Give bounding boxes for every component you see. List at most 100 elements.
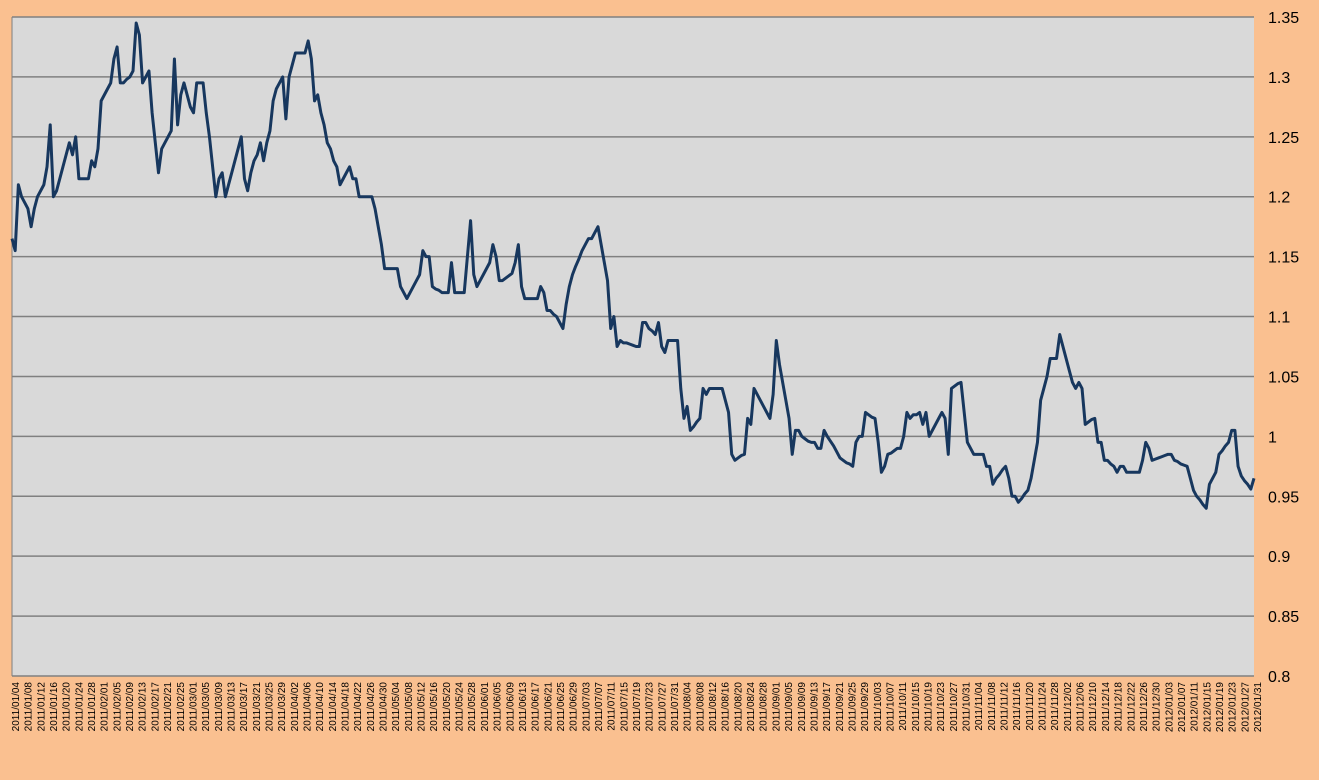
x-tick-label: 2011/07/27 [657,682,668,732]
x-tick-label: 2011/03/25 [264,682,275,732]
x-tick-label: 2011/03/13 [226,682,237,732]
x-tick-label: 2011/03/05 [201,682,212,732]
x-tick-label: 2011/07/31 [670,682,681,732]
x-tick-label: 2011/12/06 [1076,682,1087,732]
x-tick-label: 2011/10/27 [949,682,960,732]
x-tick-label: 2011/10/23 [936,682,947,732]
x-tick-label: 2012/01/15 [1202,682,1213,732]
x-tick-label: 2011/12/18 [1114,682,1125,732]
x-tick-label: 2011/06/25 [556,682,567,732]
x-tick-label: 2011/06/01 [480,682,491,732]
x-tick-label: 2011/09/13 [809,682,820,732]
x-tick-label: 2012/01/23 [1228,682,1239,732]
x-tick-label: 2011/01/08 [24,682,35,732]
x-tick-label: 2011/07/19 [632,682,643,732]
x-tick-label: 2011/12/26 [1139,682,1150,732]
x-tick-label: 2011/07/03 [581,682,592,732]
y-tick-label: 0.95 [1268,489,1299,506]
x-tick-label: 2011/03/09 [214,682,225,732]
x-tick-label: 2011/09/05 [784,682,795,732]
x-tick-label: 2011/09/17 [822,682,833,732]
x-tick-label: 2011/01/20 [62,682,73,732]
y-tick-label: 1.1 [1268,310,1290,327]
x-tick-label: 2011/10/19 [923,682,934,732]
x-tick-label: 2011/06/21 [543,682,554,732]
x-tick-label: 2011/05/20 [442,682,453,732]
x-tick-label: 2011/03/17 [239,682,250,732]
x-tick-label: 2011/05/24 [455,682,466,732]
x-tick-label: 2011/01/28 [87,682,98,732]
x-tick-label: 2011/02/21 [163,682,174,732]
x-tick-label: 2012/01/19 [1215,682,1226,732]
x-tick-label: 2011/01/24 [74,682,85,732]
x-tick-label: 2011/08/08 [695,682,706,732]
x-tick-label: 2011/10/15 [911,682,922,732]
x-tick-label: 2011/02/01 [100,682,111,732]
y-tick-label: 0.8 [1268,669,1290,686]
x-tick-label: 2011/07/11 [607,682,618,731]
y-axis-ticks: 0.8 0.85 0.9 0.95 1 1.05 1.1 1.15 1.2 1.25 1.3 1.35 [1268,10,1299,686]
x-tick-label: 2011/07/07 [594,682,605,732]
x-tick-label: 2011/04/26 [366,682,377,732]
x-tick-label: 2011/04/10 [315,682,326,732]
y-tick-label: 1 [1268,429,1277,446]
x-tick-label: 2011/06/09 [505,682,516,732]
x-tick-label: 2011/06/05 [493,682,504,732]
x-axis-ticks: 2011/01/04 2011/01/08 2011/01/12 2011/01/16… [11,682,1264,732]
x-tick-label: 2012/01/27 [1240,682,1251,732]
x-tick-label: 2011/12/30 [1152,682,1163,732]
x-tick-label: 2011/12/02 [1063,682,1074,732]
x-tick-label: 2011/04/30 [379,682,390,732]
x-tick-label: 2011/06/13 [518,682,529,732]
x-tick-label: 2011/05/28 [467,682,478,732]
x-tick-label: 2011/05/04 [391,682,402,732]
x-tick-label: 2011/04/18 [341,682,352,732]
x-tick-label: 2011/01/16 [49,682,60,732]
x-tick-label: 2011/08/16 [721,682,732,732]
y-tick-label: 0.9 [1268,549,1290,566]
x-tick-label: 2011/02/09 [125,682,136,732]
x-tick-label: 2011/08/24 [746,682,757,732]
x-tick-label: 2011/02/05 [112,682,123,732]
x-tick-label: 2011/08/20 [733,682,744,732]
x-tick-label: 2011/11/28 [1050,682,1061,731]
x-tick-label: 2011/10/11 [898,682,909,731]
y-tick-label: 1.3 [1268,70,1290,87]
x-tick-label: 2011/02/17 [150,682,161,732]
y-tick-label: 1.05 [1268,369,1299,386]
series-layer [10,21,1256,510]
x-tick-label: 2011/04/14 [328,682,339,732]
x-tick-label: 2012/01/11 [1190,682,1201,732]
y-tick-label: 1.25 [1268,130,1299,147]
x-tick-label: 2011/03/29 [277,682,288,732]
x-tick-label: 2011/12/10 [1088,682,1099,732]
x-tick-label: 2011/09/21 [835,682,846,732]
x-tick-label: 2011/07/23 [645,682,656,732]
x-tick-label: 2011/09/09 [797,682,808,732]
x-tick-label: 2011/06/29 [569,682,580,732]
x-tick-label: 2011/11/20 [1025,682,1036,731]
y-tick-label: 0.85 [1268,609,1299,626]
x-tick-label: 2011/05/12 [417,682,428,732]
x-tick-label: 2011/08/12 [708,682,719,732]
y-tick-label: 1.15 [1268,250,1299,267]
x-tick-label: 2011/08/04 [683,682,694,732]
x-tick-label: 2011/09/29 [860,682,871,732]
x-tick-label: 2011/10/03 [873,682,884,732]
x-tick-label: 2011/07/15 [619,682,630,732]
x-tick-label: 2011/04/22 [353,682,364,732]
series-line-0 [10,21,1256,510]
x-tick-label: 2011/05/08 [404,682,415,732]
x-tick-label: 2011/04/06 [302,682,313,732]
x-tick-label: 2012/01/07 [1177,682,1188,732]
x-tick-label: 2012/01/31 [1253,682,1264,732]
y-tick-label: 1.2 [1268,190,1290,207]
x-tick-label: 2011/03/21 [252,682,263,732]
x-tick-label: 2011/09/25 [847,682,858,732]
x-tick-label: 2011/10/07 [885,682,896,732]
x-tick-label: 2011/08/28 [759,682,770,732]
x-tick-label: 2011/11/08 [987,682,998,731]
x-tick-label: 2011/09/01 [771,682,782,732]
